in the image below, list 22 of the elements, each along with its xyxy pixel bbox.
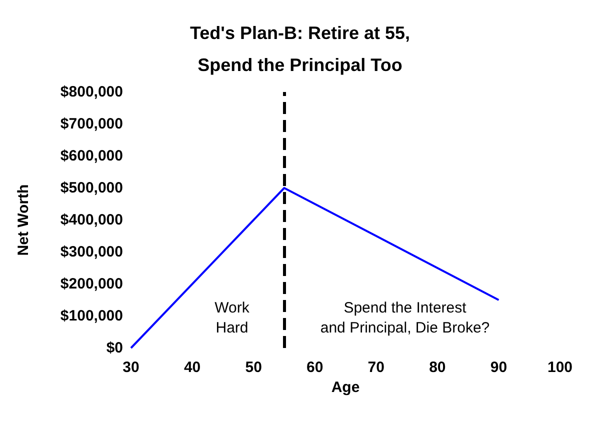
annotation: Spend the Interest and Principal, Die Broke? [320,300,490,336]
y-tick-label: $200,000 [60,276,123,292]
y-tick-label: $300,000 [60,244,123,260]
y-tick-label: $100,000 [60,308,123,324]
y-tick-label: $800,000 [60,84,123,100]
y-tick-label: $400,000 [60,212,123,228]
x-tick-label: 60 [306,359,324,376]
x-tick-label: 90 [490,359,508,376]
x-tick-label: 40 [184,359,201,376]
y-tick-label: $500,000 [60,180,123,196]
chart-title: Ted's Plan-B: Retire at 55, Spend the Principal Too [190,23,410,75]
x-axis-title: Age [331,378,360,396]
x-tick-label: 50 [245,359,262,376]
y-axis-title: Net Worth [15,184,32,256]
x-tick-label: 100 [547,359,573,376]
x-tick-label: 70 [368,359,384,376]
x-tick-label: 80 [429,359,446,376]
y-tick-label: $0 [106,340,123,356]
x-tick-label: 30 [122,359,140,376]
y-tick-label: $700,000 [60,116,123,132]
annotation: Work Hard [214,300,250,336]
y-tick-label: $600,000 [60,148,123,164]
